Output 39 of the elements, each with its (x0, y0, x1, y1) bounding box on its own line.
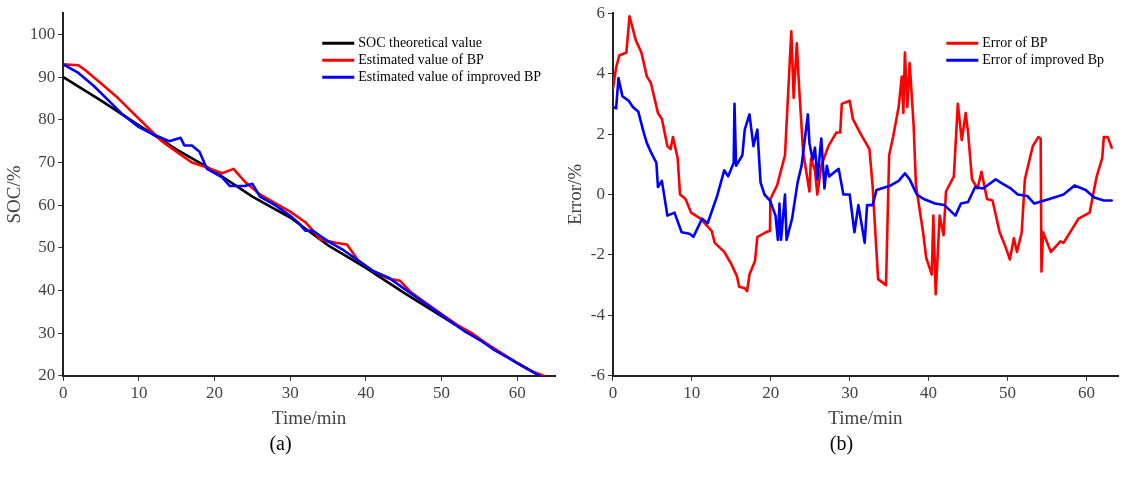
y-tick-label: 0 (596, 183, 605, 203)
y-tick-label: 2 (596, 123, 605, 143)
y-tick-label: 90 (38, 66, 56, 86)
x-tick-label: 40 (357, 383, 375, 403)
legend-label: SOC theoretical value (358, 34, 482, 50)
y-tick-label: 70 (38, 151, 56, 171)
y-tick-label: 4 (596, 63, 606, 83)
x-tick-label: 40 (920, 383, 938, 403)
y-axis-title: SOC/% (3, 165, 25, 224)
x-tick-label: 60 (508, 383, 526, 403)
y-tick-label: -2 (590, 244, 605, 264)
x-tick-label: 50 (433, 383, 451, 403)
x-tick-label: 30 (841, 383, 859, 403)
y-tick-label: 30 (38, 322, 56, 342)
y-tick-label: 50 (38, 237, 56, 257)
x-axis-title: Time/min (272, 406, 347, 428)
legend-label: Estimated value of BP (358, 51, 485, 67)
x-tick-label: 20 (206, 383, 224, 403)
y-axis-title: Error/% (564, 163, 586, 226)
x-tick-label: 30 (281, 383, 299, 403)
x-tick-label: 20 (762, 383, 780, 403)
x-tick-label: 50 (999, 383, 1017, 403)
y-tick-label: -4 (590, 304, 606, 324)
text: (b) (828, 432, 855, 455)
y-tick-label: 100 (29, 24, 56, 43)
x-tick-label: 60 (1077, 383, 1095, 403)
legend-label: Estimated value of improved BP (358, 68, 542, 84)
text: (a) (268, 432, 293, 455)
y-tick-label: 80 (38, 109, 56, 129)
x-axis-title: Time/min (828, 406, 904, 428)
legend-label: Error of BP (982, 34, 1048, 50)
x-tick-label: 10 (683, 383, 701, 403)
y-tick-label: 40 (38, 279, 56, 299)
y-tick-label: 20 (38, 365, 56, 385)
x-tick-label: 10 (130, 383, 148, 403)
legend-label: Error of improved Bp (982, 51, 1105, 67)
y-tick-label: 6 (596, 2, 605, 22)
y-tick-label: 60 (38, 194, 56, 214)
y-tick-label: -6 (590, 365, 605, 385)
